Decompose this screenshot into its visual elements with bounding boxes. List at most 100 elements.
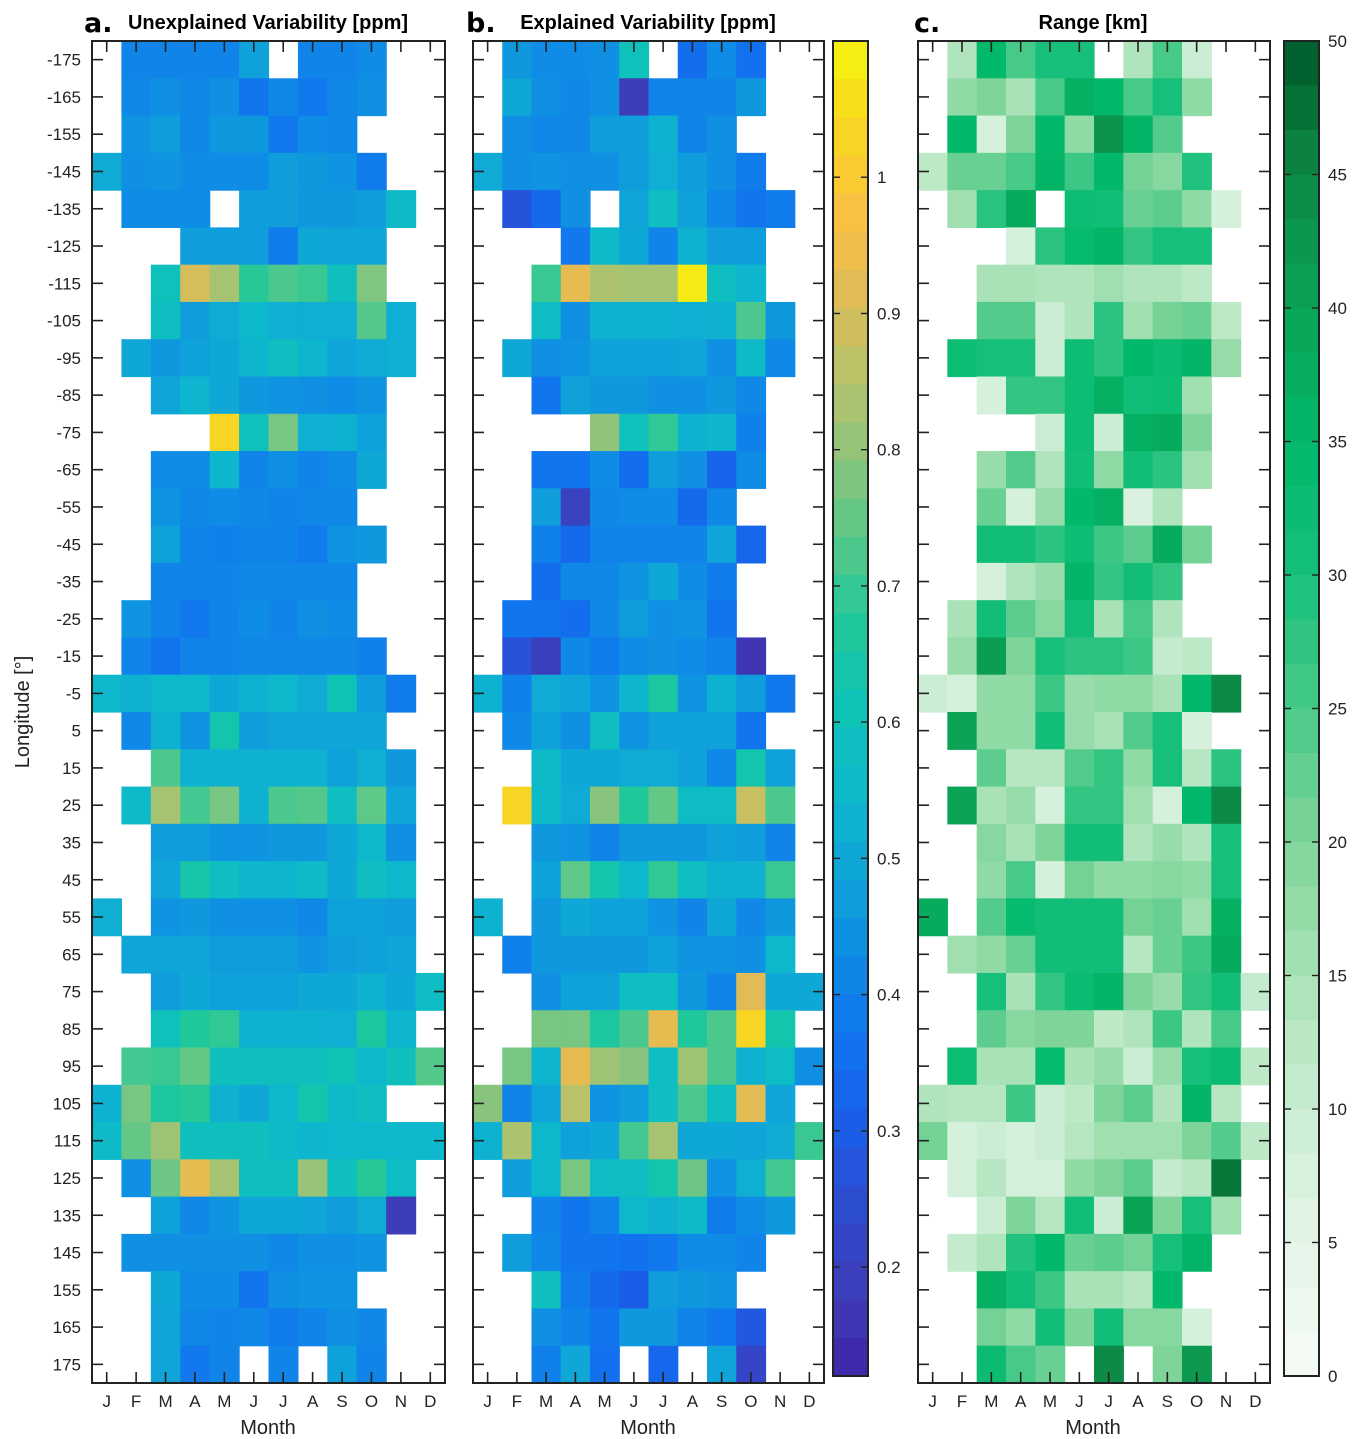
heatmap-cell: [150, 1084, 181, 1123]
colorbar-segment: [833, 536, 868, 576]
heatmap-cell: [560, 712, 591, 750]
heatmap-cell: [356, 376, 387, 415]
heatmap-cell: [947, 339, 978, 378]
heatmap-cell: [239, 376, 270, 415]
heatmap-cell: [531, 451, 562, 489]
x-tick-label: J: [1104, 1392, 1113, 1411]
panel-a-axes: -175-165-155-145-135-125-115-105-95-85-7…: [47, 41, 445, 1411]
heatmap-cell: [1182, 190, 1212, 228]
heatmap-cell: [386, 972, 417, 1011]
heatmap-cell: [1094, 488, 1124, 527]
heatmap-cell: [268, 749, 299, 788]
heatmap-cell: [297, 674, 328, 713]
colorbar-segment: [1284, 486, 1319, 532]
heatmap-cell: [947, 1122, 978, 1160]
heatmap-cell: [150, 301, 181, 340]
heatmap-cell: [386, 861, 417, 899]
heatmap-cell: [1064, 1159, 1095, 1198]
heatmap-cell: [590, 115, 620, 154]
colorbar-segment: [833, 956, 868, 996]
heatmap-cell: [560, 972, 591, 1011]
heatmap-cell: [707, 823, 737, 862]
heatmap-cell: [1152, 488, 1183, 527]
heatmap-cell: [1035, 898, 1066, 937]
x-tick-label: A: [687, 1392, 699, 1411]
colorbar-segment: [1284, 41, 1319, 87]
heatmap-cell: [386, 339, 417, 378]
heatmap-cell: [1094, 712, 1124, 750]
heatmap-cell: [502, 1233, 533, 1272]
heatmap-cell: [150, 1047, 181, 1086]
heatmap-cell: [531, 786, 562, 825]
heatmap-cell: [531, 1159, 562, 1198]
heatmap-cell: [648, 562, 679, 601]
heatmap-cell: [1152, 1047, 1183, 1086]
heatmap-cell: [1094, 525, 1124, 564]
heatmap-cell: [677, 339, 708, 378]
y-tick-label: 105: [53, 1094, 81, 1113]
x-tick-label: J: [102, 1392, 111, 1411]
heatmap-cell: [209, 115, 240, 154]
heatmap-cell: [121, 190, 152, 228]
heatmap-cell: [180, 674, 211, 713]
heatmap-cell: [707, 1308, 737, 1347]
heatmap-cell: [502, 115, 533, 154]
heatmap-cell: [648, 451, 679, 489]
heatmap-cell: [619, 227, 650, 266]
heatmap-cell: [327, 1084, 358, 1123]
heatmap-cell: [648, 749, 679, 788]
heatmap-cell: [327, 78, 358, 117]
heatmap-cell: [1064, 861, 1095, 899]
heatmap-cell: [1182, 1233, 1212, 1272]
heatmap-cell: [239, 861, 270, 899]
heatmap-cell: [268, 1308, 299, 1347]
colorbar-segment: [833, 346, 868, 385]
heatmap-cell: [531, 264, 562, 303]
heatmap-cell: [976, 1271, 1007, 1310]
heatmap-cell: [736, 861, 767, 899]
heatmap-cell: [180, 786, 211, 825]
heatmap-cell: [677, 972, 708, 1011]
heatmap-cell: [180, 637, 211, 676]
heatmap-cell: [1006, 1159, 1036, 1198]
heatmap-cell: [677, 227, 708, 266]
heatmap-cell: [590, 823, 620, 862]
x-tick-label: J: [928, 1392, 937, 1411]
heatmap-cell: [736, 1308, 767, 1347]
heatmap-cell: [1064, 749, 1095, 788]
y-tick-label: 165: [53, 1318, 81, 1337]
heatmap-cell: [1006, 935, 1036, 974]
heatmap-cell: [976, 152, 1007, 191]
heatmap-cell: [327, 898, 358, 937]
heatmap-cell: [180, 1122, 211, 1160]
heatmap-cell: [1064, 525, 1095, 564]
heatmap-cell: [356, 1196, 387, 1235]
heatmap-cell: [209, 786, 240, 825]
y-tick-label: -135: [47, 200, 81, 219]
colorbar-tick-label: 5: [1328, 1234, 1337, 1253]
y-tick-label: 25: [62, 796, 81, 815]
heatmap-cell: [976, 264, 1007, 303]
heatmap-cell: [150, 1271, 181, 1310]
variability-colorbar-ticks: 0.2 0.3 0.4 0.5 0.6 0.7 0.8 0.9 1: [833, 168, 901, 1277]
heatmap-cell: [1006, 637, 1036, 676]
heatmap-cell: [1094, 749, 1124, 788]
colorbar-segment: [833, 1070, 868, 1110]
heatmap-cell: [180, 1271, 211, 1310]
heatmap-cell: [619, 1047, 650, 1086]
y-tick-label: -75: [56, 423, 81, 442]
heatmap-cell: [209, 749, 240, 788]
heatmap-cell: [648, 935, 679, 974]
heatmap-cell: [1035, 972, 1066, 1011]
heatmap-cell: [297, 451, 328, 489]
x-tick-label: S: [336, 1392, 347, 1411]
heatmap-cell: [297, 488, 328, 527]
heatmap-cell: [765, 301, 796, 340]
heatmap-cell: [121, 637, 152, 676]
panel-a-cells: [92, 41, 446, 1384]
heatmap-cell: [707, 488, 737, 527]
heatmap-cell: [1182, 1196, 1212, 1235]
heatmap-cell: [327, 152, 358, 191]
heatmap-cell: [356, 1233, 387, 1272]
heatmap-cell: [1035, 264, 1066, 303]
